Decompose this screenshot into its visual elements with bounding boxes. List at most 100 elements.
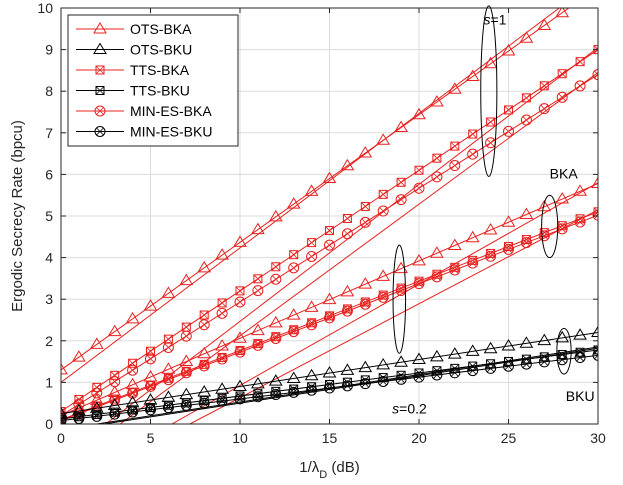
circle-marker-cross [504,127,513,136]
annotation-label: s=0.2 [392,401,427,417]
triangle-marker [93,42,107,54]
square-marker [289,250,299,260]
circle-marker-cross [200,399,208,408]
circle-marker [234,393,246,405]
x-tick-label: 15 [322,430,338,446]
circle-marker [377,375,389,387]
square-marker [217,298,227,308]
legend-item: MIN-ES-BKA [76,103,212,119]
triangle-marker [430,349,444,362]
circle-marker [198,397,210,409]
circle-marker-cross [540,358,549,366]
circle-marker [592,209,598,221]
square-marker-cross [414,368,424,378]
square-marker-cross [378,290,388,300]
triangle-marker [340,158,355,171]
square-marker-cross [61,419,66,424]
circle-marker [288,262,300,274]
axes [60,7,599,425]
circle-marker [395,285,407,297]
triangle-marker [501,339,516,351]
triangle-marker [233,379,247,392]
triangle-marker [286,371,301,383]
x-axis-label: 1/λD (dB) [299,459,359,481]
circle-marker-cross [576,82,584,90]
square-marker-cross [593,45,598,51]
square-marker-cross [575,57,585,66]
square-marker [396,177,406,187]
triangle-marker [376,357,391,370]
square-marker-cross [396,370,406,380]
circle-marker-cross [254,341,262,350]
square-marker-cross [253,274,263,284]
circle-marker-cross [397,195,405,204]
series-line [61,331,598,415]
circle-marker [503,125,514,137]
circle-marker-cross [218,355,226,363]
y-tick-label: 0 [45,416,53,432]
square-marker-cross [325,226,334,235]
square-marker-cross [361,297,370,307]
circle-marker [413,278,425,290]
circle-marker-cross [361,218,370,227]
square-marker [468,129,478,139]
square-marker-cross [450,141,460,151]
legend-label: MIN-ES-BKA [130,103,212,119]
triangle-marker [233,235,247,247]
circle-marker [288,386,300,398]
y-tick-label: 7 [45,125,53,141]
circle-marker [306,384,318,396]
circle-marker [341,380,353,392]
y-tick-label: 1 [45,374,53,390]
y-tick-label: 10 [37,0,53,16]
circle-marker [180,399,192,411]
series-group [61,8,598,424]
triangle-marker [251,323,265,336]
circle-marker-cross [200,362,208,370]
triangle-marker [304,184,319,196]
circle-marker-cross [379,377,387,386]
square-marker-cross [307,382,316,392]
triangle-marker [430,95,444,107]
square-marker [557,69,567,79]
circle-marker-cross [522,360,531,368]
circle-marker [234,346,246,358]
circle-marker [592,69,598,81]
legend-item: TTS-BKA [76,62,190,78]
triangle-marker [286,308,301,320]
circle-marker-cross [468,366,477,375]
square-marker [95,65,105,75]
circle-marker-cross [96,107,104,115]
circle-marker-cross [594,211,598,216]
circle-marker [162,374,174,386]
circle-marker-cross [182,368,191,377]
circle-marker-cross [451,161,459,170]
circle-marker [520,114,532,126]
triangle-marker [376,269,391,281]
square-marker-cross [307,238,316,247]
circle-marker [377,205,389,217]
triangle-marker [72,403,86,416]
square-marker-cross [593,207,598,213]
circle-marker-cross [128,389,137,398]
circle-marker [467,257,479,269]
circle-marker-cross [254,392,262,401]
triangle-marker [197,384,212,397]
triangle-marker [555,330,570,343]
circle-marker [341,305,353,317]
x-tick-label: 30 [590,430,606,446]
circle-marker [162,341,174,353]
triangle-marker [465,230,480,243]
circle-marker [431,271,443,283]
triangle-marker [501,215,516,227]
square-marker-cross [95,65,105,75]
triangle-marker [412,107,426,120]
square-marker-cross [414,165,424,175]
square-marker-cross [378,190,388,199]
square-marker [95,86,105,95]
group-ellipse [480,5,498,177]
triangle-marker [483,341,498,354]
square-marker-cross [450,364,460,373]
square-marker [92,409,102,419]
square-marker-cross [450,263,460,272]
